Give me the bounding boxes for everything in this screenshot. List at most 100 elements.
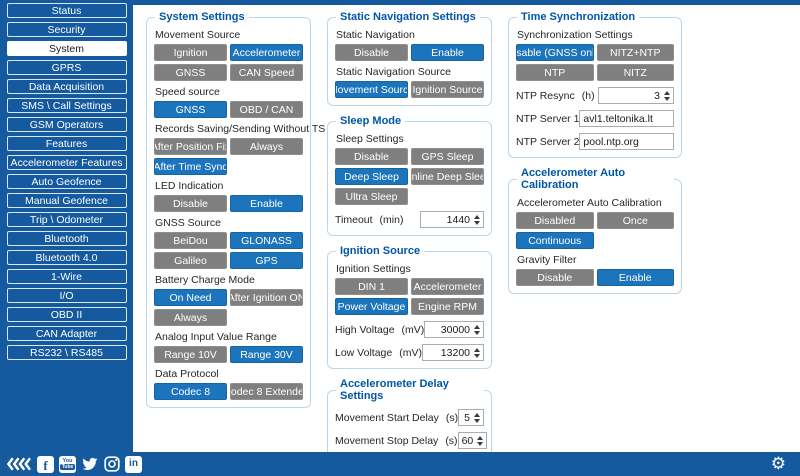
option-after-ignition-on[interactable]: After Ignition ON xyxy=(230,289,303,306)
option-disable[interactable]: Disable xyxy=(516,269,594,286)
option-movement-source[interactable]: Movement Source xyxy=(335,81,408,98)
sidebar-item-gprs[interactable]: GPRS xyxy=(6,60,127,75)
option-codec-8[interactable]: Codec 8 xyxy=(154,383,227,400)
sidebar-item-accelerometer-features[interactable]: Accelerometer Features xyxy=(6,155,127,170)
spinner-input-movement-start-delay[interactable]: 5 xyxy=(458,409,484,426)
spinner-input-movement-stop-delay[interactable]: 60 xyxy=(457,432,488,449)
sidebar-item-status[interactable]: Status xyxy=(6,3,127,18)
sidebar-item-trip-odometer[interactable]: Trip \ Odometer xyxy=(6,212,127,227)
teltonika-logo-icon[interactable] xyxy=(5,456,32,473)
option-disable[interactable]: Disable xyxy=(335,148,408,165)
spinner-input-ntp-resync[interactable]: 3 xyxy=(598,87,674,104)
option-range-10v[interactable]: Range 10V xyxy=(154,346,227,363)
option-group: Disable Enable xyxy=(154,195,303,212)
field-label: NTP Server 1 xyxy=(516,112,580,125)
spinner-arrows-icon[interactable] xyxy=(474,412,480,423)
spinner-arrows-icon[interactable] xyxy=(474,324,480,335)
option-deep-sleep[interactable]: Deep Sleep xyxy=(335,168,408,185)
sidebar-item-manual-geofence[interactable]: Manual Geofence xyxy=(6,193,127,208)
twitter-icon[interactable] xyxy=(81,456,98,473)
linkedin-icon[interactable]: in xyxy=(125,455,142,473)
option-gps-sleep[interactable]: GPS Sleep xyxy=(411,148,484,165)
option-once[interactable]: Once xyxy=(596,212,674,229)
option-group: Disable Enable xyxy=(335,44,484,61)
option-continuous[interactable]: Continuous xyxy=(516,232,594,249)
option-disable-gnss-only[interactable]: Disable (GNSS only) xyxy=(516,44,594,61)
option-accelerometer[interactable]: Accelerometer xyxy=(411,278,484,295)
sidebar-item-1-wire[interactable]: 1-Wire xyxy=(6,269,127,284)
option-always[interactable]: Always xyxy=(230,138,303,155)
sidebar-item-sms-call-settings[interactable]: SMS \ Call Settings xyxy=(6,98,127,113)
text-input-ntp-server-2[interactable]: pool.ntp.org xyxy=(579,133,674,150)
option-disable[interactable]: Disable xyxy=(154,195,227,212)
group-label-records-saving-sending-without-ts: Records Saving/Sending Without TS xyxy=(155,123,326,135)
sidebar-item-data-acquisition[interactable]: Data Acquisition xyxy=(6,79,127,94)
option-gnss[interactable]: GNSS xyxy=(154,64,227,81)
option-always[interactable]: Always xyxy=(154,309,227,326)
facebook-icon[interactable]: f xyxy=(37,455,54,473)
youtube-icon[interactable]: You Tube xyxy=(59,455,76,473)
sidebar-item-auto-geofence[interactable]: Auto Geofence xyxy=(6,174,127,189)
group-label-sleep-settings: Sleep Settings xyxy=(336,133,404,145)
instagram-icon[interactable] xyxy=(103,456,120,473)
settings-gear-icon[interactable]: ⚙ xyxy=(770,453,786,474)
sidebar-item-obd-ii[interactable]: OBD II xyxy=(6,307,127,322)
spinner-arrows-icon[interactable] xyxy=(474,347,480,358)
option-engine-rpm[interactable]: Engine RPM xyxy=(411,298,484,315)
option-power-voltage[interactable]: Power Voltage xyxy=(335,298,408,315)
spinner-input-timeout[interactable]: 1440 xyxy=(420,211,484,228)
spinner-input-low-voltage[interactable]: 13200 xyxy=(421,344,484,361)
option-disable[interactable]: Disable xyxy=(335,44,408,61)
sidebar-item-security[interactable]: Security xyxy=(6,22,127,37)
option-din-1[interactable]: DIN 1 xyxy=(335,278,408,295)
option-enable[interactable]: Enable xyxy=(596,269,674,286)
spinner-arrows-icon[interactable] xyxy=(474,214,480,225)
panel-accelerometer-auto-calibration: Accelerometer Auto Calibration Accelerome… xyxy=(508,167,682,294)
option-gps[interactable]: GPS xyxy=(230,252,303,269)
option-ignition-source[interactable]: Ignition Source xyxy=(411,81,484,98)
option-can-speed[interactable]: CAN Speed xyxy=(230,64,303,81)
option-enable[interactable]: Enable xyxy=(230,195,303,212)
panel-title-ignition-source: Ignition Source xyxy=(340,245,421,257)
option-disabled[interactable]: Disabled xyxy=(516,212,594,229)
group-label-synchronization-settings: Synchronization Settings xyxy=(517,29,633,41)
option-ultra-sleep[interactable]: Ultra Sleep xyxy=(335,188,408,205)
sidebar-item-features[interactable]: Features xyxy=(6,136,127,151)
option-ignition[interactable]: Ignition xyxy=(154,44,227,61)
sidebar-item-gsm-operators[interactable]: GSM Operators xyxy=(6,117,127,132)
spinner-value: 1440 xyxy=(446,213,470,226)
field-row-movement-start-delay: Movement Start Delay (s) 5 xyxy=(335,409,484,426)
text-input-ntp-server-1[interactable]: avl1.teltonika.lt xyxy=(579,110,674,127)
sidebar-item-bluetooth-4-0[interactable]: Bluetooth 4.0 xyxy=(6,250,127,265)
option-ntp[interactable]: NTP xyxy=(516,64,594,81)
option-codec-8-extended[interactable]: Codec 8 Extended xyxy=(230,383,303,400)
spinner-arrows-icon[interactable] xyxy=(477,435,484,446)
option-beidou[interactable]: BeiDou xyxy=(154,232,227,249)
option-glonass[interactable]: GLONASS xyxy=(230,232,303,249)
option-nitz-ntp[interactable]: NITZ+NTP xyxy=(596,44,674,61)
option-online-deep-sleep[interactable]: Online Deep Sleep xyxy=(411,168,484,185)
group-label-static-navigation: Static Navigation xyxy=(336,29,415,41)
option-after-position-fix[interactable]: After Position Fix xyxy=(154,138,227,155)
option-on-need[interactable]: On Need xyxy=(154,289,227,306)
panel-system-settings: System Settings Movement Source Ignition Ac… xyxy=(146,11,326,408)
spinner-input-high-voltage[interactable]: 30000 xyxy=(424,321,484,338)
option-nitz[interactable]: NITZ xyxy=(596,64,674,81)
sidebar-item-rs232-rs485[interactable]: RS232 \ RS485 xyxy=(6,345,127,360)
option-gnss[interactable]: GNSS xyxy=(154,101,227,118)
option-obd-can[interactable]: OBD / CAN xyxy=(230,101,303,118)
text-input-value: avl1.teltonika.lt xyxy=(583,112,653,125)
option-galileo[interactable]: Galileo xyxy=(154,252,227,269)
option-enable[interactable]: Enable xyxy=(411,44,484,61)
option-accelerometer[interactable]: Accelerometer xyxy=(230,44,303,61)
option-range-30v[interactable]: Range 30V xyxy=(230,346,303,363)
sidebar-item-i-o[interactable]: I/O xyxy=(6,288,127,303)
sidebar-item-bluetooth[interactable]: Bluetooth xyxy=(6,231,127,246)
sidebar-item-can-adapter[interactable]: CAN Adapter xyxy=(6,326,127,341)
spinner-arrows-icon[interactable] xyxy=(664,90,670,101)
sidebar-item-system[interactable]: System xyxy=(6,41,127,56)
option-after-time-sync[interactable]: After Time Sync xyxy=(154,158,227,175)
